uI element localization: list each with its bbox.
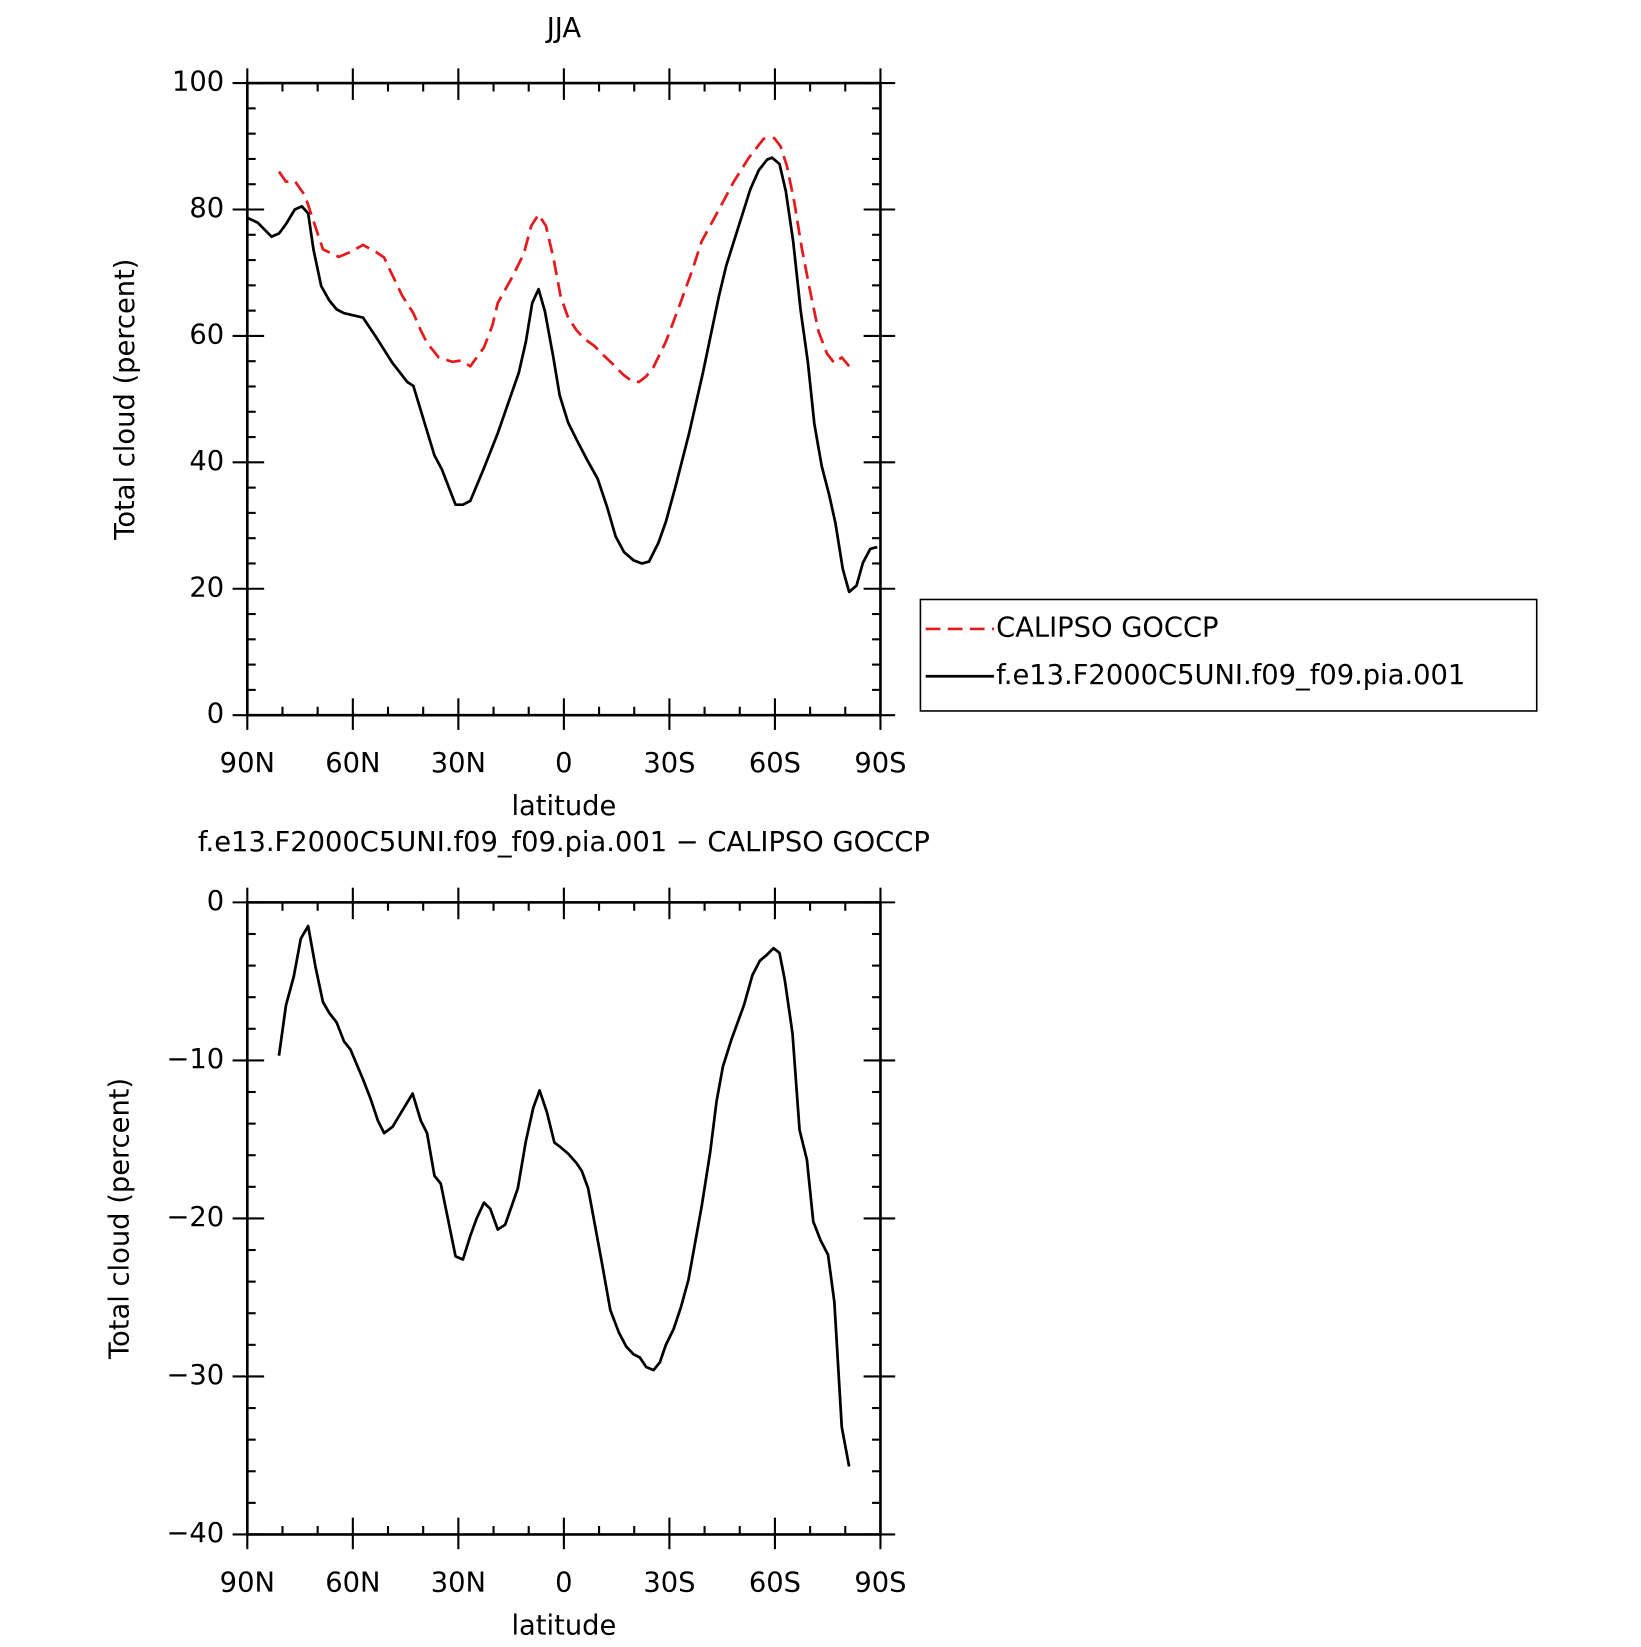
data-line <box>277 924 851 1467</box>
x-tick-label: 0 <box>555 1567 572 1598</box>
legend-label: f.e13.F2000C5UNI.f09_f09.pia.001 <box>996 660 1465 691</box>
x-tick-label: 60S <box>749 1567 801 1598</box>
x-axis-label: latitude <box>511 1611 616 1642</box>
x-tick-label: 30N <box>431 1567 486 1598</box>
legend-box <box>919 598 1538 712</box>
y-tick-label: 0 <box>207 699 224 730</box>
y-tick-label: 100 <box>172 67 224 98</box>
chart-title: JJA <box>545 13 582 44</box>
data-line <box>246 156 878 594</box>
x-tick-label: 30S <box>643 748 695 779</box>
x-tick-label: 90S <box>854 1567 906 1598</box>
plot-frame <box>245 901 882 1536</box>
x-tick-label: 60S <box>749 748 801 779</box>
x-tick-label: 30S <box>643 1567 695 1598</box>
y-tick-label: −10 <box>166 1044 224 1075</box>
y-tick-label: 0 <box>207 886 224 917</box>
x-tick-label: 60N <box>325 1567 380 1598</box>
y-tick-label: 20 <box>189 572 224 603</box>
x-tick-label: 90N <box>220 748 275 779</box>
y-tick-label: 40 <box>189 446 224 477</box>
y-axis-label: Total cloud (percent) <box>105 1078 136 1360</box>
x-tick-label: 90S <box>854 748 906 779</box>
y-tick-label: −40 <box>166 1518 224 1549</box>
chart-title: f.e13.F2000C5UNI.f09_f09.pia.001 − CALIP… <box>198 827 930 858</box>
legend-label: CALIPSO GOCCP <box>996 612 1218 643</box>
y-axis-label: Total cloud (percent) <box>110 259 141 541</box>
y-tick-label: −20 <box>166 1202 224 1233</box>
x-tick-label: 60N <box>325 748 380 779</box>
x-axis-label: latitude <box>511 791 616 822</box>
x-tick-label: 90N <box>220 1567 275 1598</box>
y-tick-label: −30 <box>166 1360 224 1391</box>
data-line <box>277 136 851 384</box>
x-tick-label: 0 <box>555 748 572 779</box>
x-tick-label: 30N <box>431 748 486 779</box>
y-tick-label: 60 <box>189 319 224 350</box>
plot-frame <box>245 81 882 717</box>
y-tick-label: 80 <box>189 193 224 224</box>
